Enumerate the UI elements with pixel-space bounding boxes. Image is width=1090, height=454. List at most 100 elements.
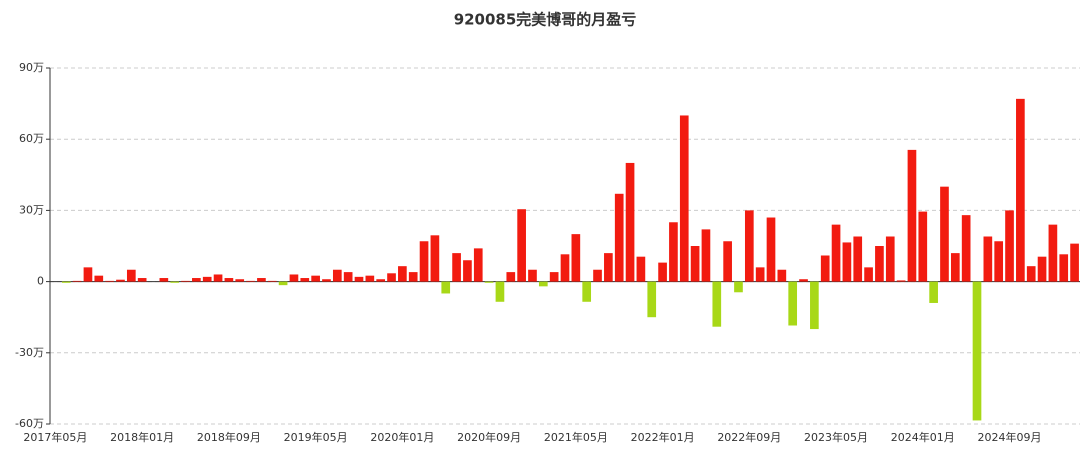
bar bbox=[538, 281, 548, 287]
bar bbox=[267, 280, 277, 282]
y-tick-label: 0 bbox=[37, 275, 44, 288]
bar bbox=[755, 267, 765, 282]
bar bbox=[875, 246, 884, 282]
bar bbox=[636, 256, 646, 282]
bar bbox=[246, 280, 255, 282]
bar bbox=[159, 278, 169, 282]
bar bbox=[950, 253, 960, 282]
bar bbox=[192, 278, 201, 282]
x-tick-label: 2024年09月 bbox=[978, 430, 1042, 444]
bar bbox=[961, 215, 971, 282]
bar bbox=[1048, 224, 1058, 282]
bar bbox=[387, 273, 396, 282]
x-tick-label: 2019年05月 bbox=[284, 430, 348, 444]
bar bbox=[495, 281, 505, 302]
bar bbox=[332, 269, 342, 282]
x-tick-label: 2018年01月 bbox=[110, 430, 174, 444]
bar bbox=[885, 236, 895, 282]
bar bbox=[842, 242, 852, 282]
bar bbox=[1016, 98, 1025, 282]
bar bbox=[224, 278, 234, 282]
bar bbox=[799, 279, 808, 282]
bar bbox=[126, 269, 136, 282]
bar bbox=[593, 269, 602, 282]
bar bbox=[712, 281, 722, 327]
bar bbox=[1026, 266, 1036, 282]
bar bbox=[354, 276, 364, 282]
y-tick-label: -30万 bbox=[15, 346, 44, 359]
bar bbox=[582, 281, 592, 302]
bar bbox=[430, 235, 440, 282]
bar bbox=[83, 267, 93, 282]
bar bbox=[235, 279, 245, 282]
bar bbox=[463, 260, 472, 282]
bar bbox=[72, 280, 82, 282]
bar bbox=[441, 281, 451, 294]
bar bbox=[278, 281, 288, 286]
bar bbox=[744, 210, 754, 282]
bar bbox=[972, 281, 982, 421]
x-tick-label: 2024年01月 bbox=[891, 430, 955, 444]
bar bbox=[213, 274, 223, 282]
bar bbox=[398, 266, 407, 282]
bar bbox=[170, 281, 180, 283]
bar bbox=[300, 278, 310, 282]
bar bbox=[604, 253, 613, 282]
bar bbox=[929, 281, 938, 303]
x-tick-label: 2023年05月 bbox=[804, 430, 868, 444]
bar bbox=[365, 275, 375, 282]
bar bbox=[777, 269, 787, 282]
bar bbox=[810, 281, 819, 330]
bar bbox=[517, 209, 526, 282]
bar bbox=[983, 236, 993, 282]
bar bbox=[1005, 210, 1014, 282]
bar bbox=[376, 279, 386, 282]
bar bbox=[94, 275, 104, 282]
bar bbox=[419, 241, 429, 282]
x-tick-label: 2022年01月 bbox=[631, 430, 695, 444]
bar bbox=[343, 272, 353, 282]
bar bbox=[549, 272, 559, 282]
bar bbox=[506, 272, 516, 282]
bar bbox=[571, 234, 581, 282]
bar bbox=[473, 248, 483, 282]
y-tick-label: -60万 bbox=[15, 417, 44, 430]
y-tick-label: 90万 bbox=[19, 61, 44, 74]
y-tick-label: 60万 bbox=[19, 132, 44, 145]
bar bbox=[940, 186, 949, 282]
y-tick-label: 30万 bbox=[19, 203, 44, 216]
bar bbox=[831, 224, 841, 282]
bar bbox=[820, 255, 830, 282]
x-tick-label: 2021年05月 bbox=[544, 430, 608, 444]
bar bbox=[116, 279, 125, 282]
bar bbox=[257, 278, 266, 282]
bar bbox=[61, 281, 71, 283]
bar bbox=[322, 279, 331, 282]
bar bbox=[788, 281, 798, 326]
bar bbox=[918, 211, 928, 282]
bar bbox=[181, 280, 190, 282]
bar bbox=[105, 280, 114, 282]
x-tick-label: 2020年09月 bbox=[457, 430, 521, 444]
x-tick-label: 2017年05月 bbox=[23, 430, 87, 444]
bar bbox=[647, 281, 657, 318]
x-tick-label: 2018年09月 bbox=[197, 430, 261, 444]
bar bbox=[1059, 254, 1069, 282]
chart-title: 920085完美博哥的月盈亏 bbox=[454, 11, 637, 29]
bar bbox=[679, 115, 689, 282]
bar bbox=[907, 149, 917, 282]
bar bbox=[528, 269, 537, 282]
bar bbox=[137, 278, 147, 282]
bar bbox=[658, 262, 667, 282]
bar bbox=[766, 217, 776, 282]
bar bbox=[1070, 243, 1079, 282]
bar bbox=[625, 162, 635, 282]
bar bbox=[202, 276, 212, 282]
bar bbox=[1037, 256, 1047, 282]
bar bbox=[614, 193, 624, 282]
bar bbox=[896, 280, 906, 282]
bar bbox=[484, 281, 494, 283]
bar bbox=[452, 253, 461, 282]
